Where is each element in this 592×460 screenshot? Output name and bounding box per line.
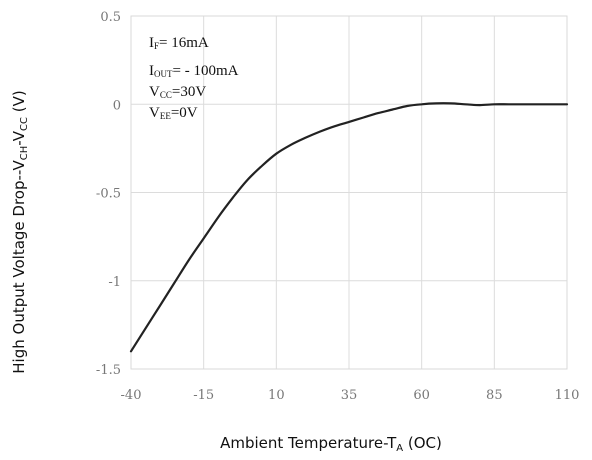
x-tick-label: -40 — [121, 388, 142, 403]
annotation-block: IF= 16mA IOUT= - 100mA VCC=30V VEE=0V — [149, 35, 239, 121]
x-tick-label: 35 — [341, 388, 358, 403]
series-layer — [129, 102, 569, 353]
x-tick-label: 110 — [555, 388, 580, 403]
y-tick-label: -1 — [108, 275, 121, 290]
x-tick-label: 60 — [413, 388, 430, 403]
annotation-line: IOUT= - 100mA — [149, 63, 239, 79]
x-axis-label: Ambient Temperature-TA (OC) — [220, 434, 442, 454]
y-tick-label: 0.5 — [100, 10, 121, 25]
y-axis-label: High Output Voltage Drop--VCH-VCC (V) — [10, 90, 30, 373]
series-line — [129, 102, 569, 353]
y-axis-ticks: 0.5 0 -0.5 -1 -1.5 — [96, 10, 121, 378]
annotation-line: VCC=30V — [149, 84, 206, 100]
annotation-line: VEE=0V — [149, 105, 198, 121]
x-tick-label: -15 — [193, 388, 214, 403]
plot-border — [130, 15, 568, 370]
x-tick-label: 85 — [486, 388, 503, 403]
x-tick-label: 10 — [268, 388, 285, 403]
y-tick-label: 0 — [113, 98, 121, 113]
y-tick-label: -0.5 — [96, 187, 121, 202]
annotation-line: IF= 16mA — [149, 35, 209, 51]
x-axis-ticks: -40 -15 10 35 60 85 110 — [121, 388, 580, 403]
y-tick-label: -1.5 — [96, 363, 121, 378]
